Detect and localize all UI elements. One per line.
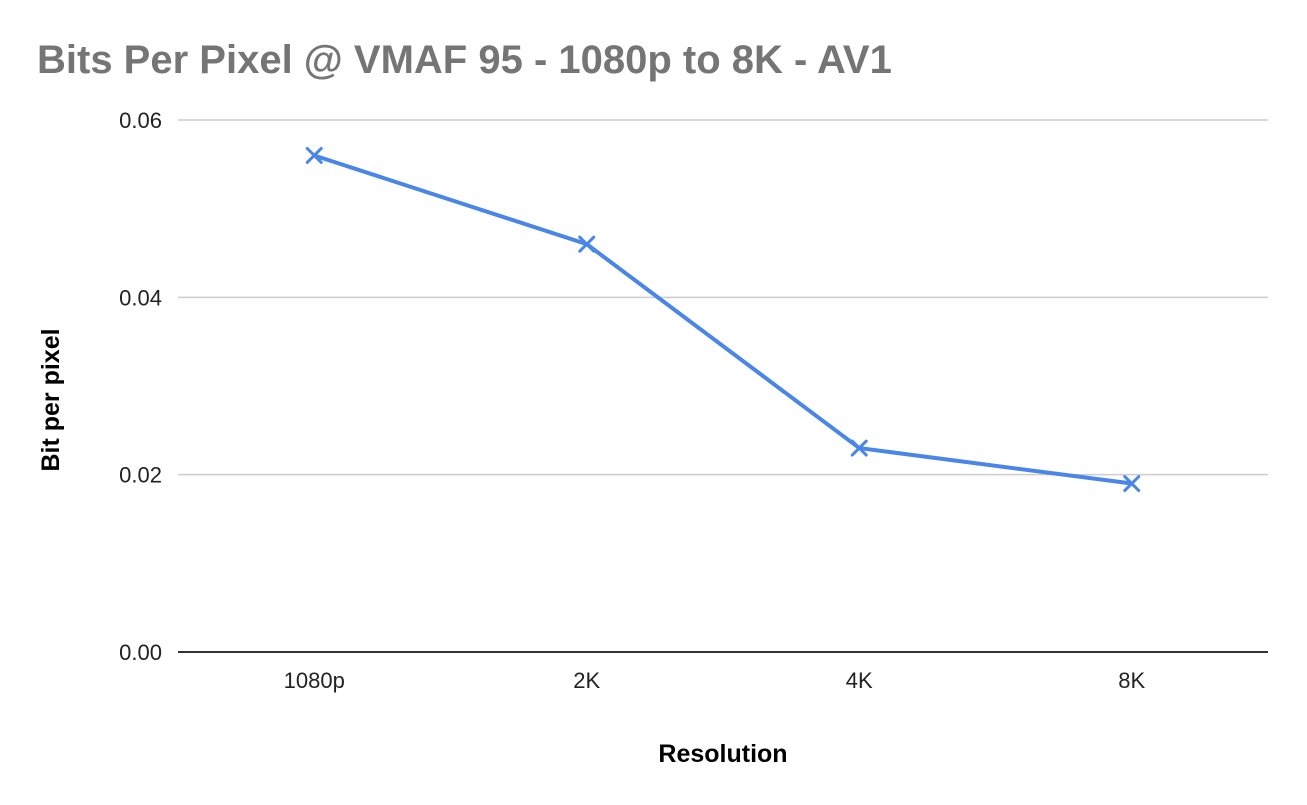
gridlines bbox=[178, 119, 1268, 653]
y-tick-label: 0.00 bbox=[119, 640, 162, 665]
x-tick-label: 1080p bbox=[284, 668, 345, 693]
chart-title: Bits Per Pixel @ VMAF 95 - 1080p to 8K -… bbox=[37, 38, 892, 82]
x-tick-label: 8K bbox=[1118, 668, 1145, 693]
data-point-x-mark-icon bbox=[578, 235, 596, 253]
x-tick-label: 2K bbox=[573, 668, 600, 693]
x-axis-ticks: 1080p 2K 4K 8K bbox=[284, 668, 1146, 693]
x-tick-label: 4K bbox=[846, 668, 873, 693]
y-tick-label: 0.02 bbox=[119, 463, 162, 488]
y-tick-label: 0.06 bbox=[119, 108, 162, 133]
series-layer bbox=[305, 146, 1141, 493]
series-line bbox=[312, 153, 1134, 486]
y-axis-ticks: 0.00 0.02 0.04 0.06 bbox=[119, 108, 162, 665]
x-axis-title: Resolution bbox=[658, 740, 787, 768]
y-axis-title: Bit per pixel bbox=[37, 328, 65, 471]
data-point-x-mark-icon bbox=[305, 146, 323, 164]
data-point-x-mark-icon bbox=[850, 439, 868, 457]
data-point-x-mark-icon bbox=[1123, 475, 1141, 493]
y-tick-label: 0.04 bbox=[119, 285, 162, 310]
